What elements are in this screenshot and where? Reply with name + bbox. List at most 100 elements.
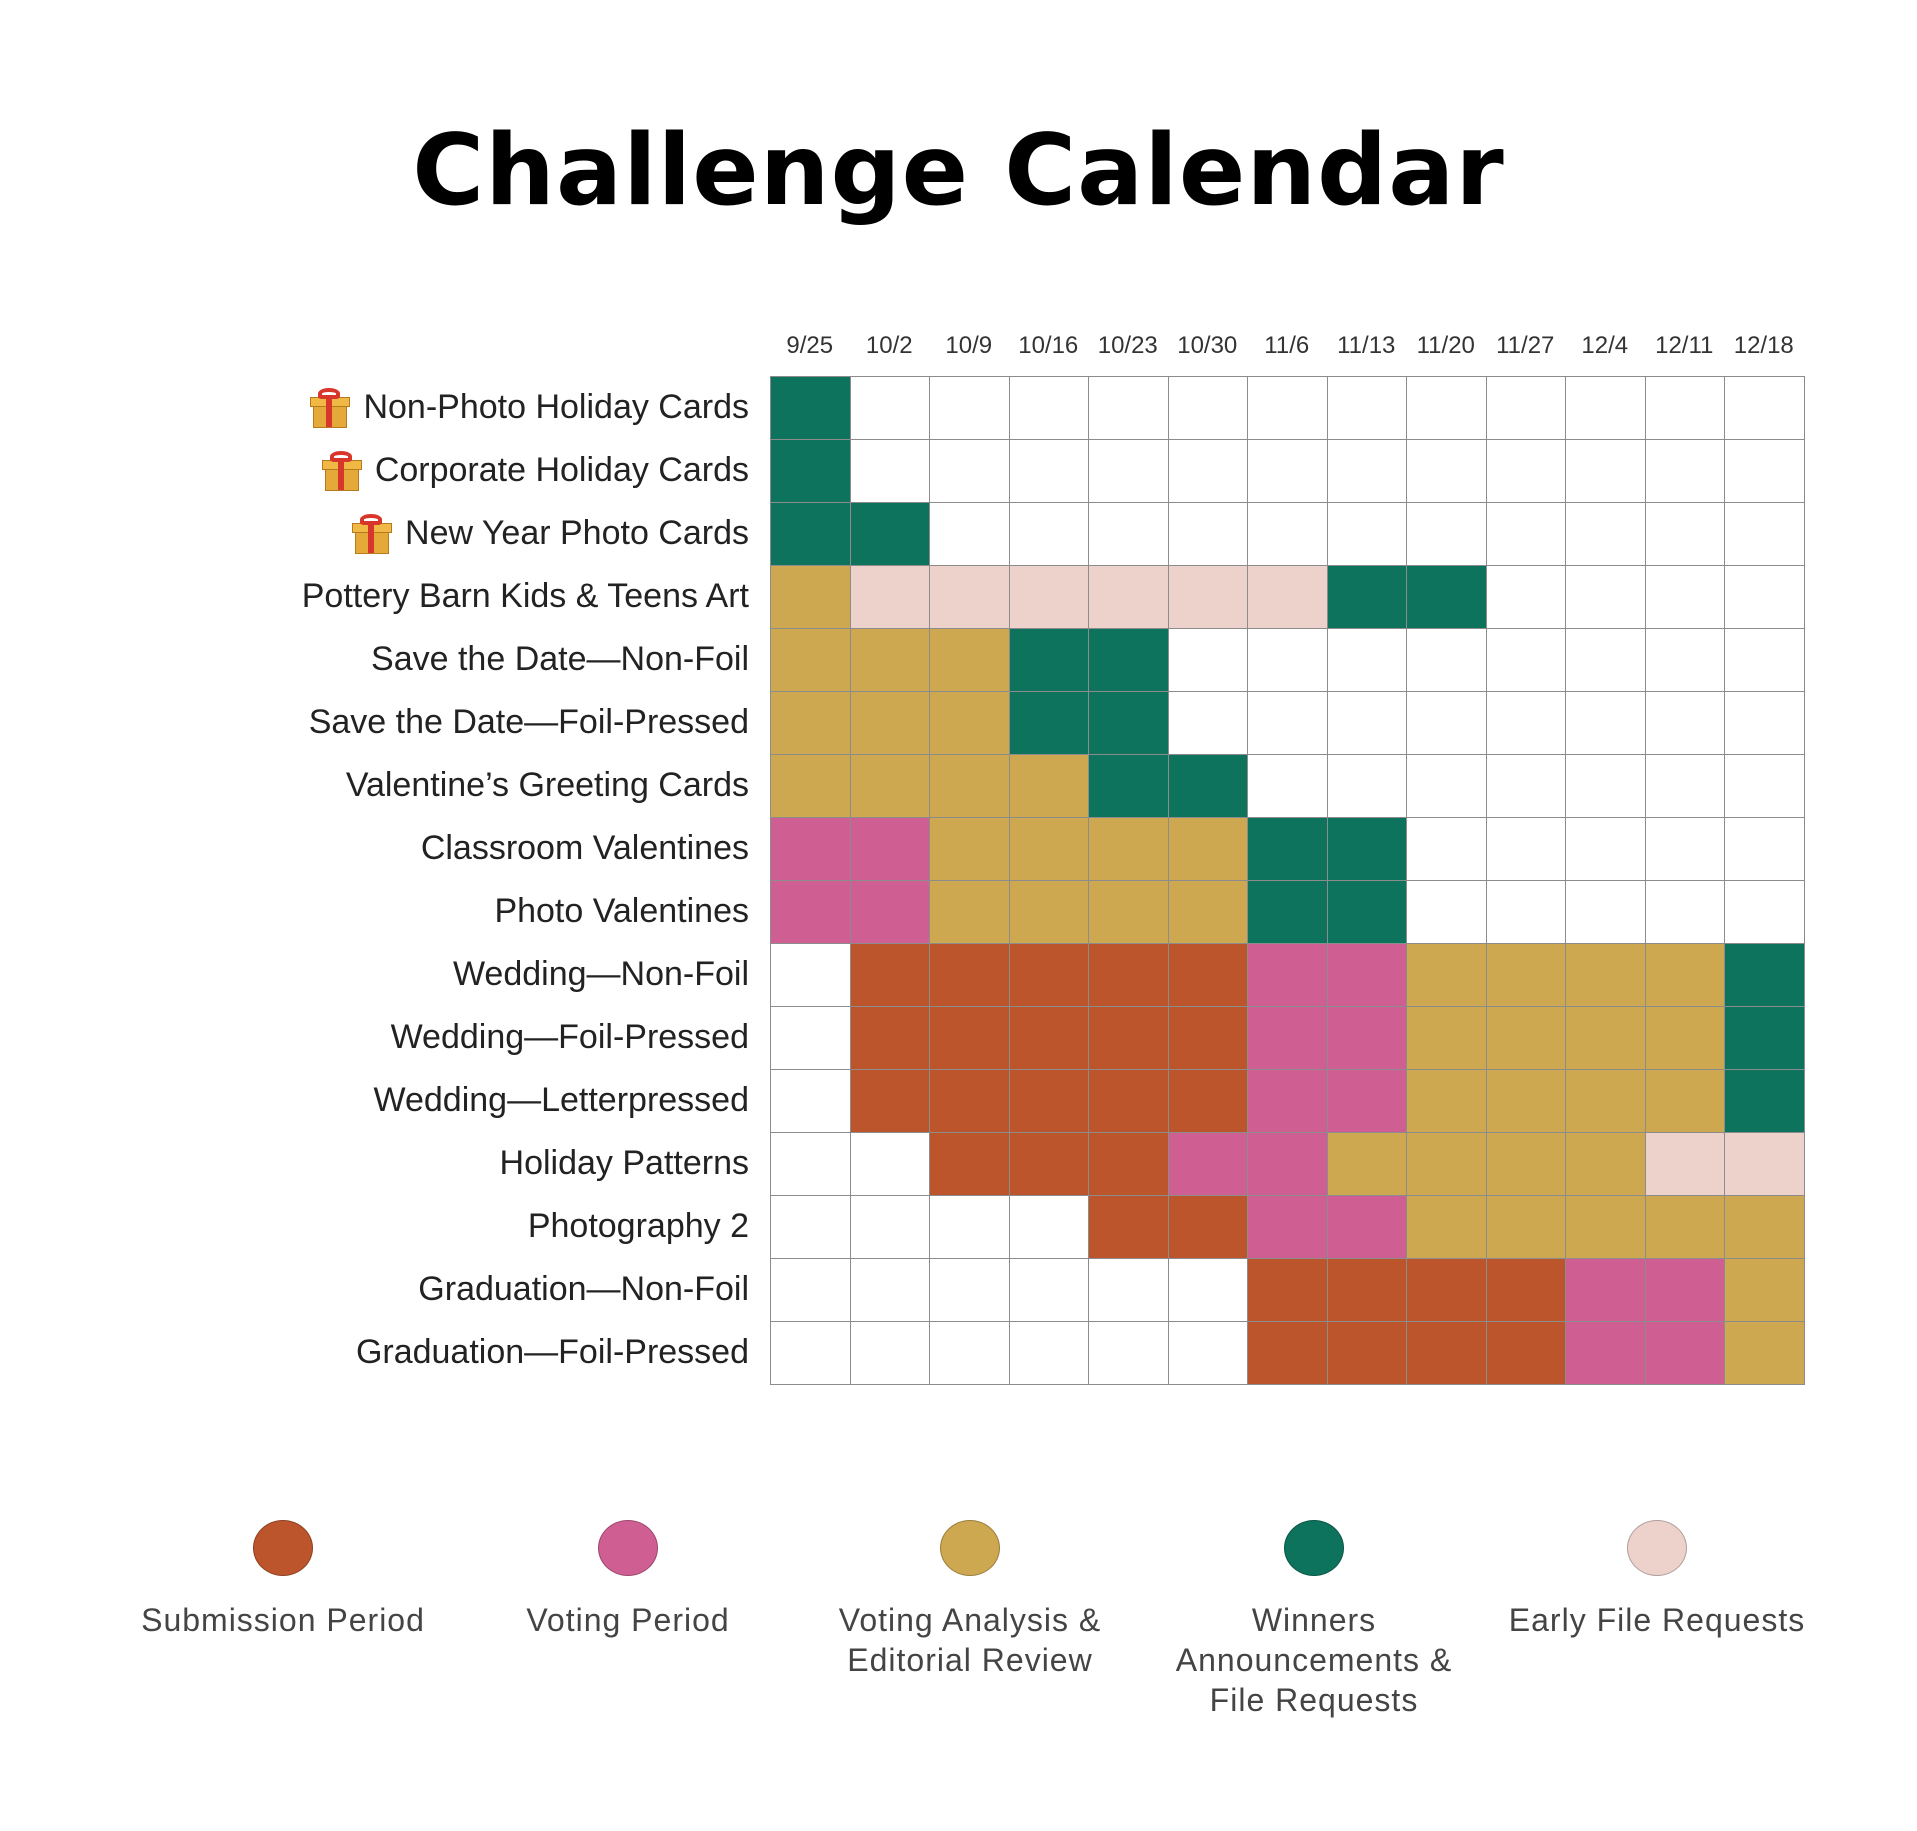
calendar-cell <box>1724 502 1805 566</box>
calendar-cell <box>850 1006 930 1070</box>
calendar-cell <box>850 376 930 440</box>
calendar-cell <box>1327 376 1407 440</box>
calendar-cell <box>1009 943 1089 1007</box>
calendar-cell <box>1168 817 1248 881</box>
calendar-cell <box>1088 691 1169 755</box>
calendar-cell <box>1088 439 1169 503</box>
calendar-cell <box>1247 1195 1328 1259</box>
challenge-name: Valentine’s Greeting Cards <box>345 766 749 804</box>
calendar-cell <box>1486 880 1566 944</box>
calendar-cell <box>1406 880 1487 944</box>
calendar-cell <box>1168 754 1248 818</box>
calendar-cell <box>770 943 851 1007</box>
calendar-cell <box>1247 754 1328 818</box>
calendar-cell <box>1565 1069 1646 1133</box>
calendar-cell <box>1724 1132 1805 1196</box>
calendar-cell <box>1168 1258 1248 1322</box>
calendar-cell <box>1486 754 1566 818</box>
calendar-cell <box>1168 565 1248 629</box>
legend-swatch <box>1627 1520 1687 1576</box>
calendar-cell <box>770 565 851 629</box>
calendar-cell <box>770 1132 851 1196</box>
calendar-cell <box>1009 376 1089 440</box>
calendar-cell <box>770 502 851 566</box>
calendar-cell <box>1565 1132 1646 1196</box>
challenge-label: Valentine’s Greeting Cards <box>346 754 749 817</box>
calendar-cell <box>1327 754 1407 818</box>
calendar-cell <box>1009 628 1089 692</box>
calendar-cell <box>1565 1006 1646 1070</box>
calendar-cell <box>1327 691 1407 755</box>
calendar-cell <box>850 502 930 566</box>
calendar-cell <box>1327 628 1407 692</box>
calendar-cell <box>1645 628 1725 692</box>
challenge-label: Photo Valentines <box>494 880 749 943</box>
calendar-cell <box>1327 565 1407 629</box>
calendar-cell <box>770 1321 851 1385</box>
calendar-cell <box>1168 376 1248 440</box>
calendar-cell <box>1724 628 1805 692</box>
calendar-cell <box>1247 1006 1328 1070</box>
calendar-cell <box>1327 1069 1407 1133</box>
calendar-cell <box>1247 1132 1328 1196</box>
calendar-cell <box>850 691 930 755</box>
calendar-cell <box>850 1195 930 1259</box>
calendar-cell <box>1009 1069 1089 1133</box>
calendar-cell <box>1406 1006 1487 1070</box>
week-label: 11/27 <box>1496 332 1555 359</box>
calendar-cell <box>1247 1069 1328 1133</box>
legend-swatch <box>253 1520 313 1576</box>
calendar-cell <box>850 439 930 503</box>
calendar-cell <box>1645 439 1725 503</box>
calendar-cell <box>1645 1006 1725 1070</box>
calendar-cell <box>1645 1069 1725 1133</box>
challenge-label: Save the Date—Foil-Pressed <box>309 691 749 754</box>
calendar-cell <box>850 1258 930 1322</box>
calendar-cell <box>929 817 1010 881</box>
calendar-cell <box>1088 1321 1169 1385</box>
calendar-cell <box>1645 502 1725 566</box>
calendar-cell <box>929 754 1010 818</box>
calendar-cell <box>770 1006 851 1070</box>
calendar-cell <box>1645 1132 1725 1196</box>
calendar-cell <box>1247 502 1328 566</box>
calendar-cell <box>1486 1006 1566 1070</box>
calendar-cell <box>1565 691 1646 755</box>
week-label: 9/25 <box>786 332 834 359</box>
calendar-cell <box>1486 1258 1566 1322</box>
calendar-cell <box>1406 817 1487 881</box>
calendar-cell <box>1168 1069 1248 1133</box>
calendar-cell <box>1724 1258 1805 1322</box>
challenge-label: Wedding—Non-Foil <box>453 943 749 1006</box>
calendar-cell <box>1247 439 1328 503</box>
calendar-cell <box>1645 376 1725 440</box>
calendar-cell <box>929 1321 1010 1385</box>
legend-label: Early File Requests <box>1508 1602 1806 1638</box>
calendar-cell <box>770 691 851 755</box>
calendar-cell <box>1406 376 1487 440</box>
calendar-cell <box>929 943 1010 1007</box>
calendar-cell <box>1724 1321 1805 1385</box>
calendar-cell <box>1486 439 1566 503</box>
calendar-cell <box>1247 1321 1328 1385</box>
calendar-cell <box>1645 754 1725 818</box>
calendar-cell <box>770 880 851 944</box>
challenge-name: Graduation—Non-Foil <box>418 1270 749 1308</box>
calendar-cell <box>1645 880 1725 944</box>
week-label: 12/18 <box>1733 332 1794 359</box>
legend-label: Submission Period <box>141 1602 425 1638</box>
calendar-cell <box>850 1132 930 1196</box>
calendar-cell <box>850 1321 930 1385</box>
week-label: 11/13 <box>1337 332 1396 359</box>
challenge-label: Pottery Barn Kids & Teens Art <box>302 565 749 628</box>
calendar-cell <box>850 754 930 818</box>
calendar-cell <box>1009 439 1089 503</box>
challenge-label: Wedding—Letterpressed <box>374 1069 749 1132</box>
challenge-name: Wedding—Non-Foil <box>452 955 749 993</box>
legend-label: Voting Period <box>526 1602 730 1638</box>
calendar-cell <box>1327 1006 1407 1070</box>
calendar-cell <box>929 1132 1010 1196</box>
calendar-cell <box>1406 1069 1487 1133</box>
calendar-cell <box>1565 439 1646 503</box>
calendar-cell <box>1486 376 1566 440</box>
